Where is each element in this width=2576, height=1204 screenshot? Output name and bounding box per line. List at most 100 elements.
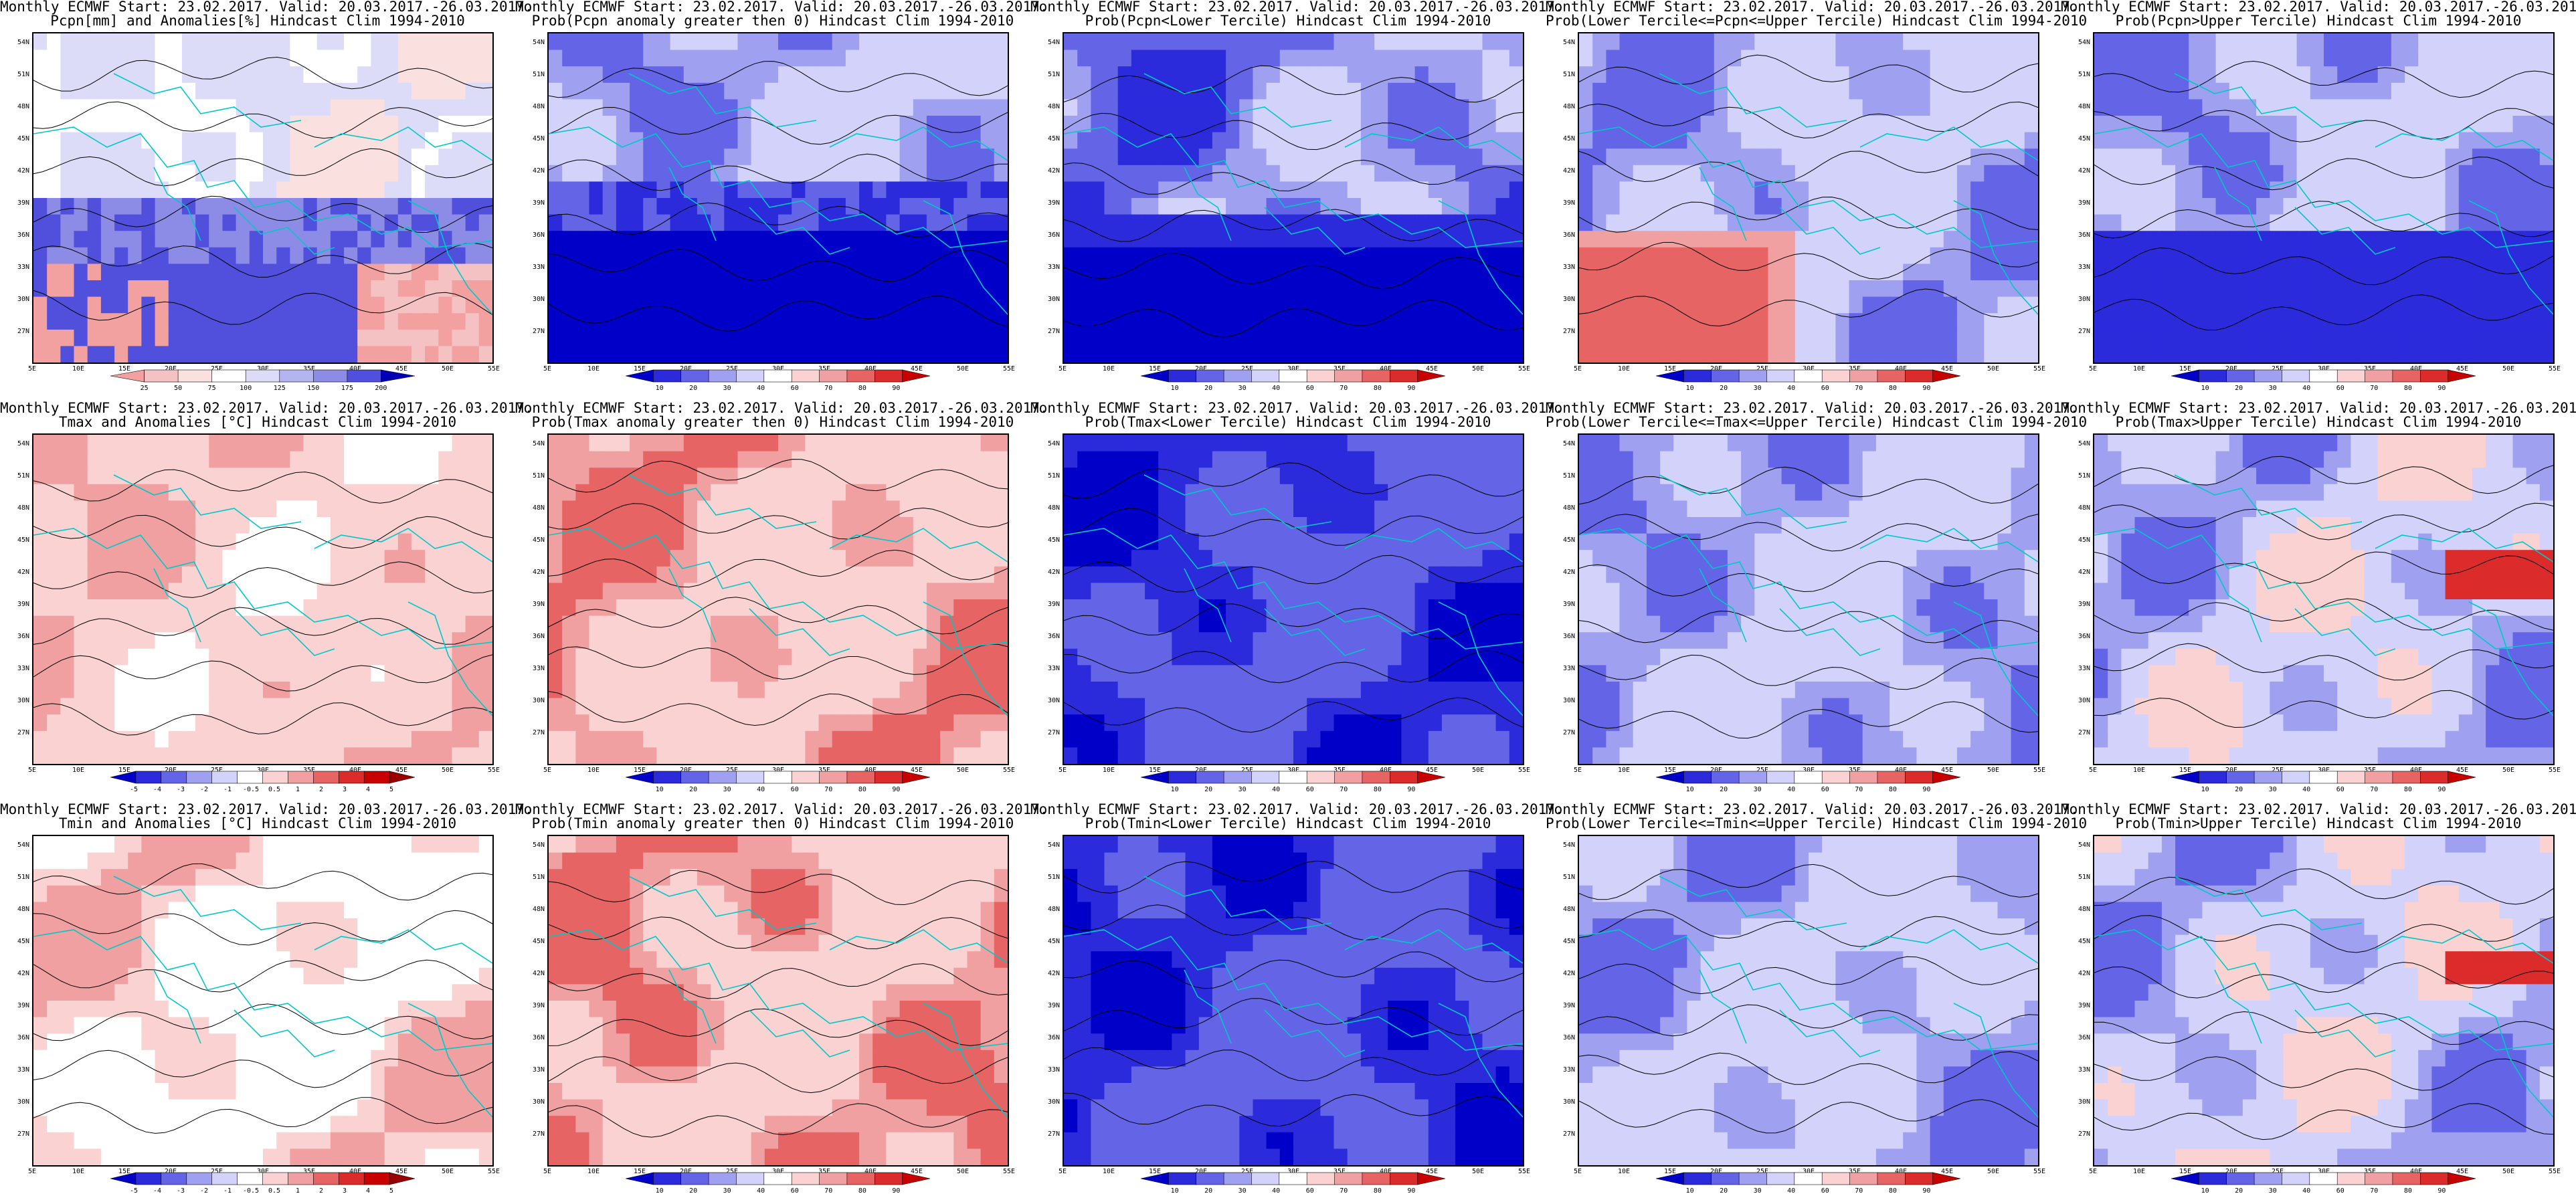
- field-cell: [2472, 181, 2486, 199]
- field-cell: [1360, 346, 1375, 363]
- coastline: [1779, 207, 1881, 255]
- field-cell: [1754, 313, 1769, 330]
- field-cell: [438, 533, 453, 550]
- field-cell: [1198, 132, 1213, 149]
- field-cell: [2445, 49, 2460, 67]
- field-cell: [1956, 116, 1971, 133]
- field-cell: [155, 148, 169, 166]
- field-cell: [818, 329, 833, 347]
- field-cell: [1266, 33, 1281, 51]
- field-cell: [1495, 49, 1510, 67]
- field-cell: [290, 280, 304, 298]
- field-cell: [1455, 214, 1470, 231]
- longitude-label: 55E: [1002, 365, 1016, 373]
- field-cell: [397, 550, 412, 567]
- field-cell: [872, 632, 887, 649]
- field-cell: [980, 615, 995, 633]
- latitude-label: 51N: [1562, 71, 1575, 78]
- field-cell: [411, 116, 426, 133]
- field-cell: [1606, 313, 1621, 330]
- field-cell: [1360, 132, 1375, 149]
- field-cell: [2283, 313, 2298, 330]
- field-cell: [1970, 264, 1985, 281]
- field-cell: [384, 346, 399, 363]
- field-cell: [818, 468, 833, 485]
- field-cell: [778, 49, 792, 67]
- field-cell: [953, 451, 968, 468]
- field-cell: [1293, 132, 1307, 149]
- field-cell: [114, 181, 129, 199]
- field-cell: [926, 665, 941, 682]
- longitude-label: 30E: [256, 365, 270, 373]
- field-cell: [1117, 49, 1132, 67]
- field-cell: [562, 49, 577, 67]
- field-cell: [2161, 214, 2176, 231]
- latitude-label: 54N: [17, 440, 29, 447]
- field-cell: [602, 264, 617, 281]
- field-cell: [2215, 198, 2230, 215]
- field-cell: [724, 468, 739, 485]
- field-cell: [1266, 148, 1281, 166]
- field-cell: [1606, 247, 1621, 265]
- field-cell: [1347, 346, 1362, 363]
- field-cell: [60, 665, 75, 682]
- field-cell: [1714, 165, 1728, 183]
- field-cell: [656, 214, 671, 231]
- field-cell: [276, 500, 291, 518]
- colorbar-tick-label: 20: [1204, 385, 1213, 392]
- field-cell: [2148, 264, 2163, 281]
- field-cell: [1509, 329, 1523, 347]
- field-cell: [2458, 247, 2473, 265]
- field-cell: [683, 214, 698, 231]
- colorbar-swatch: [2309, 369, 2338, 383]
- field-cell: [1253, 280, 1267, 298]
- field-cell: [967, 280, 982, 298]
- field-cell: [128, 747, 143, 764]
- field-cell: [2283, 346, 2298, 363]
- field-cell: [1619, 346, 1634, 363]
- field-cell: [222, 82, 237, 100]
- field-cell: [465, 165, 480, 183]
- field-cell: [2337, 296, 2352, 314]
- field-cell: [100, 500, 115, 518]
- field-cell: [683, 346, 698, 363]
- map-panel: Monthly ECMWF Start: 23.02.2017. Valid: …: [1030, 0, 1564, 401]
- field-cell: [465, 682, 480, 699]
- field-cell: [195, 313, 210, 330]
- field-cell: [886, 33, 901, 51]
- field-cell: [2121, 148, 2136, 166]
- field-cell: [1890, 231, 1904, 248]
- field-cell: [209, 632, 223, 649]
- field-cell: [344, 451, 359, 468]
- field-cell: [630, 49, 644, 67]
- field-cell: [168, 599, 183, 617]
- field-cell: [2148, 148, 2163, 166]
- field-cell: [1077, 346, 1092, 363]
- field-cell: [643, 632, 658, 649]
- field-cell: [751, 648, 765, 666]
- field-cell: [478, 730, 492, 748]
- field-cell: [74, 99, 88, 116]
- field-cell: [683, 468, 698, 485]
- field-cell: [1198, 33, 1213, 51]
- field-cell: [276, 484, 291, 502]
- field-cell: [832, 533, 846, 550]
- field-cell: [549, 181, 563, 199]
- field-cell: [60, 747, 75, 764]
- field-cell: [1185, 296, 1200, 314]
- field-cell: [236, 517, 250, 534]
- field-cell: [2526, 82, 2541, 100]
- field-cell: [683, 66, 698, 84]
- field-cell: [1956, 214, 1971, 231]
- field-cell: [872, 99, 887, 116]
- field-cell: [1741, 148, 1756, 166]
- field-cell: [549, 165, 563, 183]
- field-cell: [872, 66, 887, 84]
- field-cell: [616, 517, 630, 534]
- field-cell: [452, 346, 466, 363]
- field-cell: [411, 714, 426, 732]
- field-cell: [114, 451, 129, 468]
- field-cell: [2270, 313, 2284, 330]
- field-cell: [913, 280, 927, 298]
- field-cell: [2539, 198, 2553, 215]
